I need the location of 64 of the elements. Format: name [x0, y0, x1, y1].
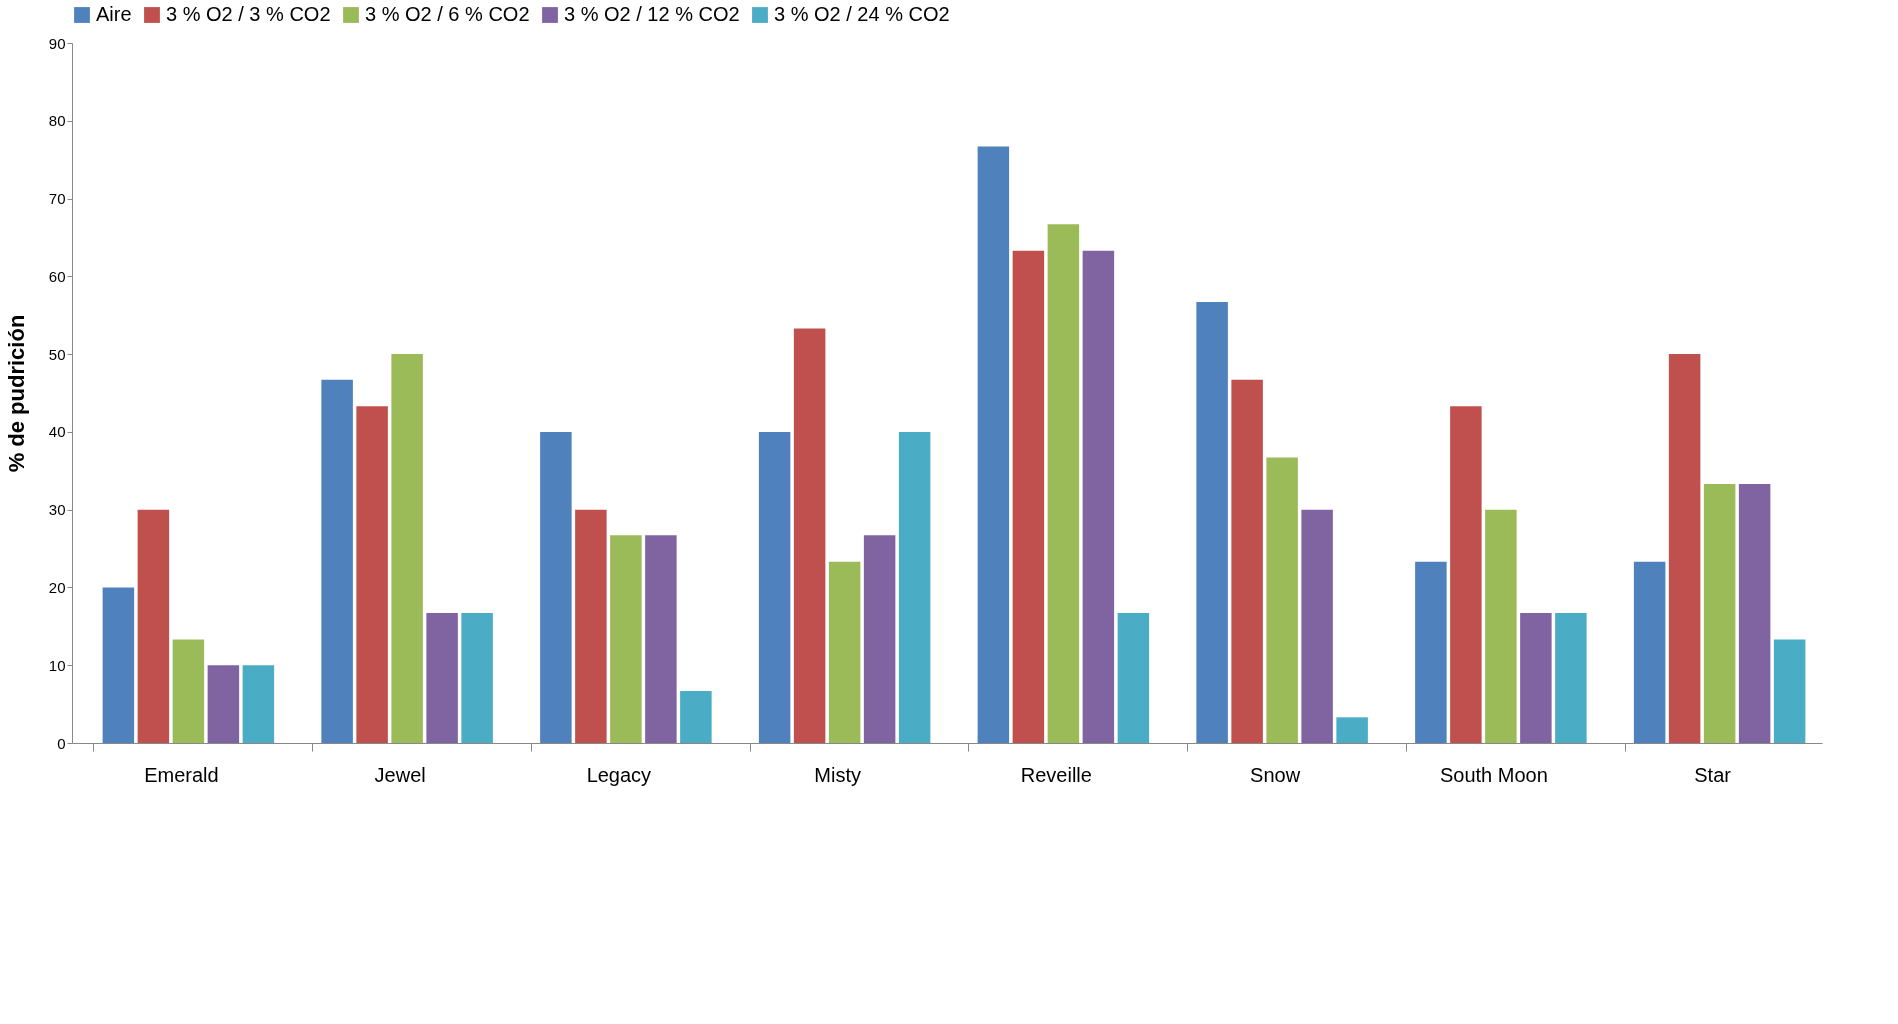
x-tick-label: Legacy — [586, 763, 652, 786]
bar — [1266, 457, 1298, 743]
bar — [426, 613, 458, 743]
bar — [356, 406, 388, 743]
bar — [575, 509, 607, 743]
bar — [1082, 250, 1115, 743]
x-tick-label: Reveille — [1020, 763, 1092, 786]
bar — [1555, 613, 1587, 743]
bar — [863, 535, 896, 743]
x-tick-label: South Moon — [1439, 763, 1548, 786]
bar — [793, 328, 826, 743]
y-tick-label: 30 — [48, 501, 66, 519]
bar — [321, 379, 353, 743]
bar — [1450, 406, 1482, 743]
y-tick-label: 40 — [48, 423, 66, 441]
x-tick-label: Jewel — [374, 763, 426, 786]
bar — [137, 509, 170, 743]
y-tick-label: 80 — [48, 112, 66, 130]
bar — [1047, 224, 1080, 743]
bar — [1773, 639, 1806, 743]
y-tick-label: 90 — [48, 34, 66, 52]
y-tick-label: 60 — [48, 267, 66, 285]
x-tick-label: Emerald — [144, 763, 219, 786]
y-tick-label: 50 — [48, 345, 66, 363]
bar — [1196, 302, 1228, 743]
legend-label: 3 % O2 / 6 % CO2 — [365, 3, 530, 25]
x-tick-label: Star — [1694, 763, 1732, 786]
bar — [977, 146, 1010, 743]
bar — [102, 587, 135, 743]
y-tick-label: 0 — [57, 734, 66, 752]
y-tick-label: 20 — [48, 578, 66, 596]
bar — [1336, 717, 1368, 743]
bar — [242, 665, 275, 743]
bar — [461, 613, 493, 743]
legend-label: 3 % O2 / 3 % CO2 — [166, 3, 331, 25]
y-tick-label: 10 — [48, 656, 66, 674]
y-tick-label: 70 — [48, 190, 66, 208]
bar — [1301, 509, 1333, 743]
bar — [758, 431, 791, 743]
legend-label: Aire — [96, 3, 132, 25]
y-axis-title: % de pudrición — [3, 314, 29, 473]
bar — [540, 431, 572, 743]
bar — [1633, 561, 1666, 743]
bar — [1231, 379, 1263, 743]
bar — [1520, 613, 1552, 743]
bar — [172, 639, 205, 743]
bar — [610, 535, 642, 743]
bar — [391, 354, 423, 743]
bar — [1415, 561, 1447, 743]
x-tick-label: Snow — [1250, 763, 1301, 786]
legend-label: 3 % O2 / 24 % CO2 — [774, 3, 950, 25]
bar — [680, 690, 712, 743]
bar — [828, 561, 861, 743]
bar — [1738, 484, 1771, 743]
bar — [898, 431, 931, 743]
bar — [1703, 484, 1736, 743]
x-tick-label: Misty — [814, 763, 861, 786]
bar — [1485, 509, 1517, 743]
legend-label: 3 % O2 / 12 % CO2 — [564, 3, 740, 25]
bar — [1117, 613, 1150, 743]
bar — [1012, 250, 1045, 743]
bar — [645, 535, 677, 743]
bar — [1668, 354, 1701, 743]
bar — [207, 665, 240, 743]
